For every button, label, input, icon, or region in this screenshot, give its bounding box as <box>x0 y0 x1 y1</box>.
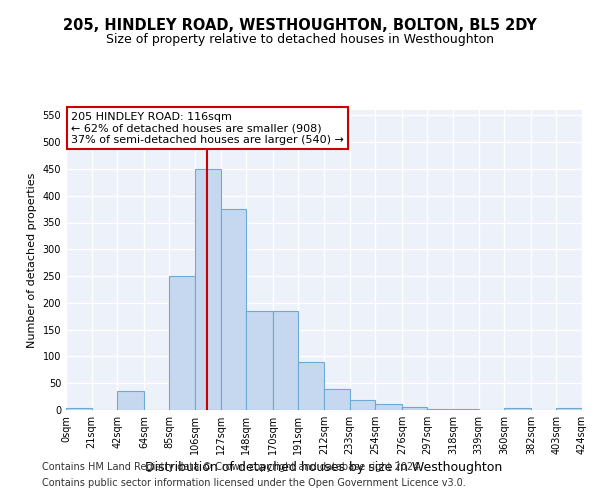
Y-axis label: Number of detached properties: Number of detached properties <box>27 172 37 348</box>
Bar <box>195 169 221 410</box>
Text: Contains public sector information licensed under the Open Government Licence v3: Contains public sector information licen… <box>42 478 466 488</box>
Bar <box>556 408 582 410</box>
Text: Contains HM Land Registry data © Crown copyright and database right 2024.: Contains HM Land Registry data © Crown c… <box>42 462 422 472</box>
Text: 205, HINDLEY ROAD, WESTHOUGHTON, BOLTON, BL5 2DY: 205, HINDLEY ROAD, WESTHOUGHTON, BOLTON,… <box>63 18 537 32</box>
Bar <box>350 400 375 410</box>
Bar <box>427 409 453 410</box>
Text: 205 HINDLEY ROAD: 116sqm
← 62% of detached houses are smaller (908)
37% of semi-: 205 HINDLEY ROAD: 116sqm ← 62% of detach… <box>71 112 344 144</box>
Bar <box>273 311 298 410</box>
Bar <box>504 408 531 410</box>
X-axis label: Distribution of detached houses by size in Westhoughton: Distribution of detached houses by size … <box>145 461 503 474</box>
Bar <box>324 388 350 410</box>
Text: Size of property relative to detached houses in Westhoughton: Size of property relative to detached ho… <box>106 32 494 46</box>
Bar <box>66 408 92 410</box>
Bar <box>169 276 195 410</box>
Bar <box>221 209 246 410</box>
Bar <box>375 404 402 410</box>
Bar <box>117 391 144 410</box>
Bar <box>246 311 273 410</box>
Bar <box>298 362 324 410</box>
Bar <box>402 408 427 410</box>
